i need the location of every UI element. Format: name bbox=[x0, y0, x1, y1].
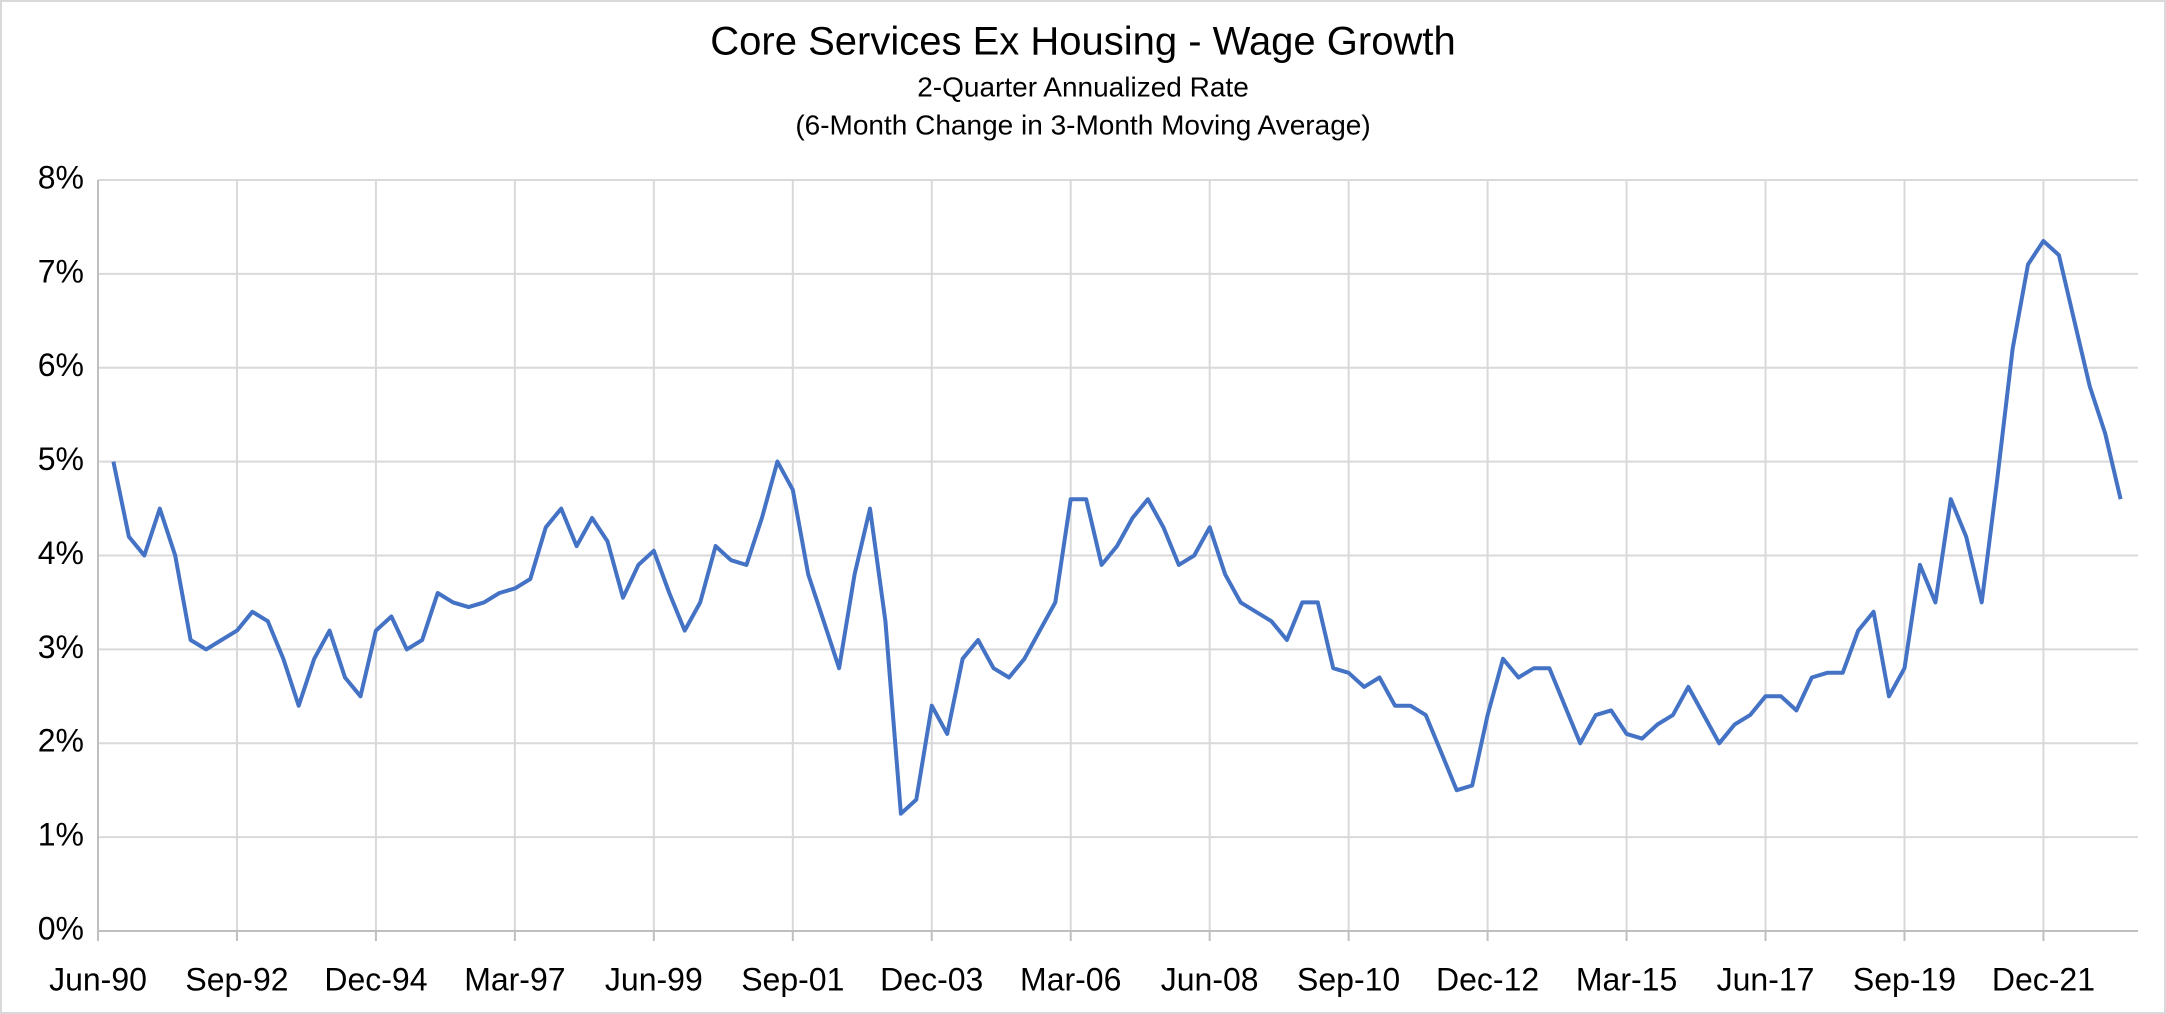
chart-subtitle: (6-Month Change in 3-Month Moving Averag… bbox=[795, 109, 1370, 140]
y-tick-label: 0% bbox=[38, 910, 84, 946]
y-tick-label: 3% bbox=[38, 629, 84, 665]
x-tick-label: Dec-12 bbox=[1436, 961, 1539, 997]
y-tick-label: 4% bbox=[38, 535, 84, 571]
y-tick-label: 2% bbox=[38, 723, 84, 759]
x-tick-label: Dec-21 bbox=[1992, 961, 2095, 997]
y-tick-label: 7% bbox=[38, 253, 84, 289]
x-tick-label: Jun-99 bbox=[605, 961, 703, 997]
data-line bbox=[111, 239, 2123, 816]
y-tick-label: 1% bbox=[38, 817, 84, 853]
y-tick-label: 5% bbox=[38, 441, 84, 477]
chart-subtitle: 2-Quarter Annualized Rate bbox=[917, 71, 1249, 102]
chart-title: Core Services Ex Housing - Wage Growth bbox=[710, 20, 1455, 64]
x-tick-label: Mar-15 bbox=[1576, 961, 1677, 997]
x-tick-label: Jun-90 bbox=[49, 961, 147, 997]
x-tick-label: Dec-94 bbox=[324, 961, 427, 997]
x-tick-label: Sep-01 bbox=[741, 961, 844, 997]
x-tick-label: Jun-08 bbox=[1161, 961, 1259, 997]
x-tick-label: Sep-10 bbox=[1297, 961, 1400, 997]
y-tick-label: 6% bbox=[38, 347, 84, 383]
x-tick-label: Sep-19 bbox=[1853, 961, 1956, 997]
y-tick-label: 8% bbox=[38, 159, 84, 195]
x-tick-label: Sep-92 bbox=[185, 961, 288, 997]
x-tick-label: Dec-03 bbox=[880, 961, 983, 997]
x-tick-label: Mar-97 bbox=[464, 961, 565, 997]
x-tick-label: Jun-17 bbox=[1717, 961, 1815, 997]
x-tick-label: Mar-06 bbox=[1020, 961, 1121, 997]
